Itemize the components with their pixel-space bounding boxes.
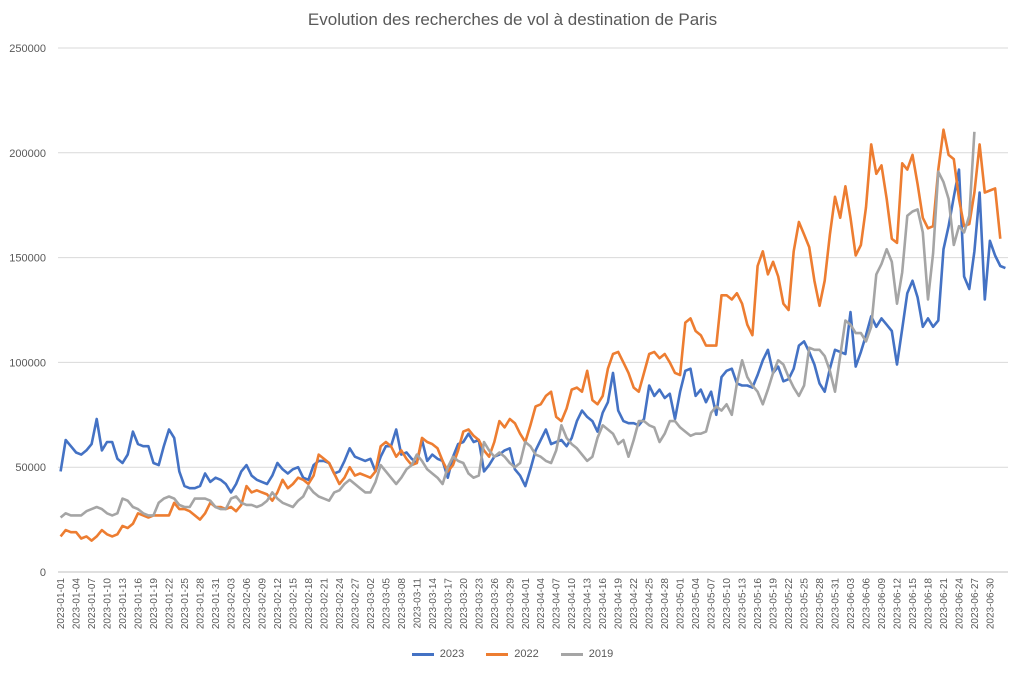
legend-swatch — [411, 652, 434, 656]
chart-legend: 2023 2022 2019 — [0, 648, 1025, 660]
x-tick-label: 2023-05-04 — [691, 578, 702, 630]
x-tick-label: 2023-01-13 — [118, 578, 129, 630]
x-tick-label: 2023-02-24 — [335, 578, 346, 630]
x-tick-label: 2023-04-19 — [614, 578, 625, 630]
x-tick-label: 2023-06-24 — [954, 578, 965, 630]
x-tick-label: 2023-04-04 — [536, 578, 547, 630]
y-tick-label: 150000 — [9, 253, 46, 265]
legend-swatch — [486, 652, 509, 656]
legend-item-2022: 2022 — [486, 648, 539, 660]
legend-item-2023: 2023 — [411, 648, 465, 660]
x-tick-label: 2023-03-17 — [443, 578, 454, 630]
x-tick-label: 2023-04-10 — [567, 578, 578, 630]
x-tick-label: 2023-03-29 — [505, 578, 516, 630]
x-tick-label: 2023-06-09 — [877, 578, 888, 630]
x-tick-label: 2023-06-27 — [970, 578, 981, 630]
legend-label: 2023 — [439, 648, 465, 660]
x-tick-label: 2023-06-06 — [862, 578, 873, 630]
x-tick-label: 2023-05-31 — [831, 578, 842, 630]
chart-title: Evolution des recherches de vol à destin… — [307, 10, 718, 29]
x-tick-label: 2023-03-14 — [428, 578, 439, 630]
x-tick-label: 2023-01-01 — [56, 578, 67, 630]
x-tick-label: 2023-06-15 — [908, 578, 919, 630]
x-tick-label: 2023-03-11 — [412, 578, 423, 629]
y-tick-label: 250000 — [9, 43, 46, 55]
x-tick-label: 2023-05-19 — [769, 578, 780, 630]
x-tick-label: 2023-06-03 — [846, 578, 857, 630]
x-tick-label: 2023-02-03 — [226, 578, 237, 630]
x-tick-label: 2023-03-23 — [474, 578, 485, 630]
x-tick-label: 2023-04-07 — [552, 578, 563, 630]
x-tick-label: 2023-05-22 — [784, 578, 795, 630]
x-tick-label: 2023-02-06 — [242, 578, 253, 630]
x-tick-label: 2023-05-16 — [753, 578, 764, 630]
x-tick-label: 2023-04-01 — [521, 578, 532, 630]
x-tick-label: 2023-06-12 — [892, 578, 903, 630]
legend-item-2019: 2019 — [560, 648, 614, 660]
y-tick-label: 0 — [40, 567, 46, 579]
y-tick-label: 200000 — [9, 148, 46, 160]
x-tick-label: 2023-06-21 — [939, 578, 950, 630]
x-tick-label: 2023-02-15 — [288, 578, 299, 630]
x-tick-label: 2023-02-09 — [257, 578, 268, 630]
x-tick-label: 2023-05-07 — [707, 578, 718, 630]
y-tick-label: 100000 — [9, 357, 46, 369]
x-tick-label: 2023-04-25 — [645, 578, 656, 630]
x-tick-label: 2023-02-21 — [319, 578, 330, 630]
x-tick-label: 2023-04-28 — [660, 578, 671, 630]
x-tick-label: 2023-06-30 — [985, 578, 996, 630]
series-line-2023 — [59, 168, 1006, 494]
x-tick-label: 2023-04-22 — [629, 578, 640, 630]
x-tick-label: 2023-01-31 — [211, 578, 222, 630]
x-tick-label: 2023-05-13 — [738, 578, 749, 630]
legend-label: 2022 — [514, 648, 539, 660]
x-tick-label: 2023-01-16 — [134, 578, 145, 630]
x-tick-label: 2023-03-08 — [397, 578, 408, 630]
x-tick-label: 2023-03-02 — [366, 578, 377, 630]
x-tick-label: 2023-05-01 — [676, 578, 687, 630]
x-tick-label: 2023-04-13 — [583, 578, 594, 630]
y-tick-label: 50000 — [15, 462, 46, 474]
x-tick-label: 2023-01-07 — [87, 578, 98, 630]
legend-label: 2019 — [588, 648, 614, 660]
x-tick-label: 2023-01-10 — [103, 578, 114, 630]
x-tick-label: 2023-03-26 — [490, 578, 501, 630]
x-tick-label: 2023-05-10 — [722, 578, 733, 630]
series-line-2019 — [59, 131, 976, 519]
x-tick-label: 2023-05-28 — [815, 578, 826, 630]
x-tick-label: 2023-01-04 — [72, 578, 83, 630]
x-tick-label: 2023-03-05 — [381, 578, 392, 630]
x-tick-label: 2023-05-25 — [800, 578, 811, 630]
x-tick-label: 2023-02-18 — [304, 578, 315, 630]
x-tick-label: 2023-02-27 — [350, 578, 361, 630]
x-tick-label: 2023-01-28 — [195, 578, 206, 630]
x-tick-label: 2023-02-12 — [273, 578, 284, 630]
x-tick-label: 2023-01-25 — [180, 578, 191, 630]
x-tick-label: 2023-01-22 — [165, 578, 176, 630]
x-tick-label: 2023-03-20 — [459, 578, 470, 630]
legend-swatch — [560, 652, 583, 656]
x-tick-label: 2023-01-19 — [149, 578, 160, 630]
x-tick-label: 2023-06-18 — [923, 578, 934, 630]
x-tick-label: 2023-04-16 — [598, 578, 609, 630]
